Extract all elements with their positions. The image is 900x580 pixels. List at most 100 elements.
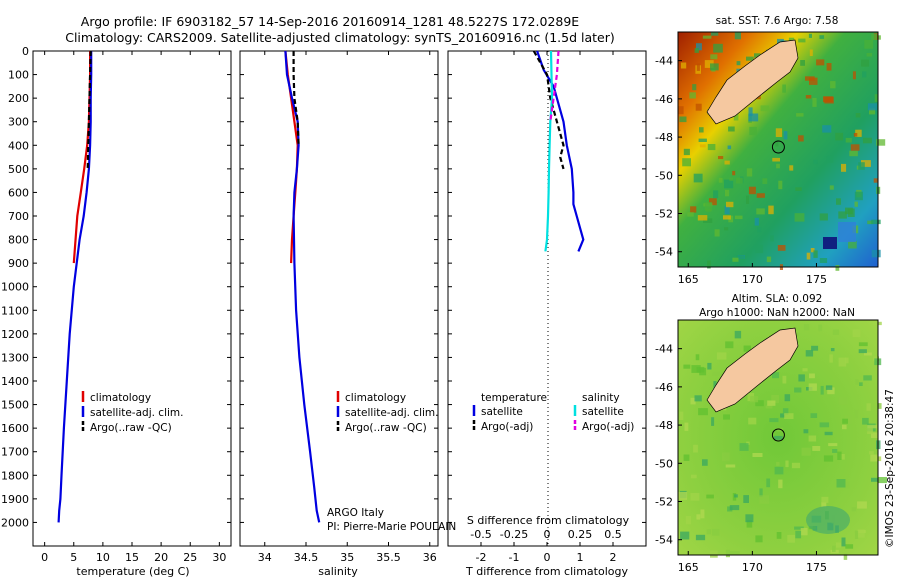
map-cell (748, 113, 759, 122)
map-cell (787, 534, 795, 543)
y-tick-label: 1600 (1, 422, 29, 435)
map-cell (866, 403, 871, 411)
map-cell (861, 59, 870, 67)
legend-label-sal-argo: Argo(-adj) (582, 421, 634, 433)
x-tick-label: 175 (806, 273, 827, 286)
map-cell (869, 451, 874, 455)
argo-position-marker (771, 428, 785, 442)
map-cell (857, 529, 865, 538)
map-cell (851, 507, 857, 512)
map-cell (791, 462, 801, 469)
map-cell (836, 198, 841, 205)
map-cell (722, 452, 730, 462)
legend-label-sal-satellite: satellite (582, 406, 624, 418)
map-cell (782, 375, 787, 384)
map-cell (775, 139, 779, 147)
map-cell (698, 408, 708, 416)
top-x-tick-label: -0.5 (470, 528, 491, 541)
map-cell (691, 365, 701, 373)
map-cell (727, 145, 732, 150)
map-cell (679, 116, 687, 123)
header-title-line2: Climatology: CARS2009. Satellite-adjuste… (65, 30, 615, 45)
map-cell (708, 198, 717, 206)
map-cell (819, 35, 825, 39)
series-line-satellite-adj-clim- (284, 50, 321, 523)
credit-pi: PI: Pierre-Marie POULAIN (327, 521, 456, 533)
map-cell (857, 501, 867, 509)
x-tick-label: 1 (577, 551, 584, 564)
map-cell (845, 137, 852, 143)
map-cell (754, 217, 759, 226)
x-tick-label: 175 (806, 561, 827, 574)
map-cell (845, 207, 853, 215)
map-cell (713, 190, 719, 199)
map-cell (711, 417, 715, 426)
series-line-temperature-satellite (536, 50, 585, 252)
map-cell (812, 446, 821, 451)
map-cell (683, 148, 690, 156)
map-cell (806, 506, 850, 534)
top-x-tick-label: 0.25 (568, 528, 593, 541)
map-cell (862, 71, 867, 78)
map-cell (784, 394, 791, 402)
series-line-temperature-argo-adj- (532, 50, 565, 170)
map-cell (725, 341, 734, 349)
y-tick-label: 1900 (1, 493, 29, 506)
map-cell (877, 403, 882, 409)
map-cell (700, 509, 705, 519)
map-cell (725, 549, 730, 558)
map-cell (841, 481, 850, 489)
map-cell (774, 466, 784, 475)
map-cell (800, 528, 808, 536)
map-cell (871, 477, 879, 482)
map-cell (828, 443, 838, 447)
map-cell (862, 137, 872, 144)
map-cell (695, 534, 706, 541)
map-cell (869, 108, 876, 115)
legend-label-temp-argo: Argo(-adj) (481, 421, 533, 433)
new-zealand-land (706, 327, 799, 413)
map-cell (699, 127, 704, 133)
legend-label-climatology: climatology (90, 392, 151, 404)
map-cell (755, 535, 763, 543)
y-tick-label: 1100 (1, 304, 29, 317)
y-tick-label: -54 (655, 246, 673, 259)
y-tick-label: 1800 (1, 469, 29, 482)
map-cell (871, 249, 881, 258)
map-cell (823, 96, 833, 103)
map-cell (776, 461, 780, 466)
temperature-panel: 0 5 10 15 20 25 300100200300400500600700800900… (1, 45, 232, 564)
temperature-legend: climatology satellite-adj. clim. Argo(..… (81, 391, 183, 434)
map-cell (810, 248, 815, 253)
series-line-climatology (72, 51, 92, 264)
map-cell (805, 350, 814, 357)
map-cell (861, 160, 871, 167)
credit-org: ARGO Italy (327, 507, 384, 519)
top-x-tick-label: 0 (544, 528, 551, 541)
map-cell (702, 459, 708, 466)
map-cell (697, 215, 708, 221)
y-tick-label: -52 (655, 496, 673, 509)
map-cell (726, 201, 734, 208)
map-cell (729, 177, 734, 181)
y-tick-label: -46 (655, 93, 673, 106)
map-cell (724, 205, 730, 215)
map-cell (845, 357, 849, 364)
map-cell (805, 95, 812, 99)
map-cell (839, 454, 845, 460)
map-cell (683, 454, 690, 461)
map-cell (806, 252, 811, 260)
imos-credit: ©IMOS 23-Sep-2016 20:38:47 (884, 389, 896, 548)
map-cell (777, 245, 786, 251)
map-cell (783, 131, 788, 140)
y-tick-label: 1000 (1, 281, 29, 294)
map-cell (718, 177, 723, 183)
x-tick-label: 0 (544, 551, 551, 564)
map-cell (829, 185, 834, 190)
y-tick-label: -48 (655, 131, 673, 144)
map-cell (782, 84, 786, 93)
map-cell (679, 411, 684, 420)
map-cell (692, 84, 697, 91)
map-cell (816, 59, 825, 66)
map-cell (832, 449, 838, 453)
